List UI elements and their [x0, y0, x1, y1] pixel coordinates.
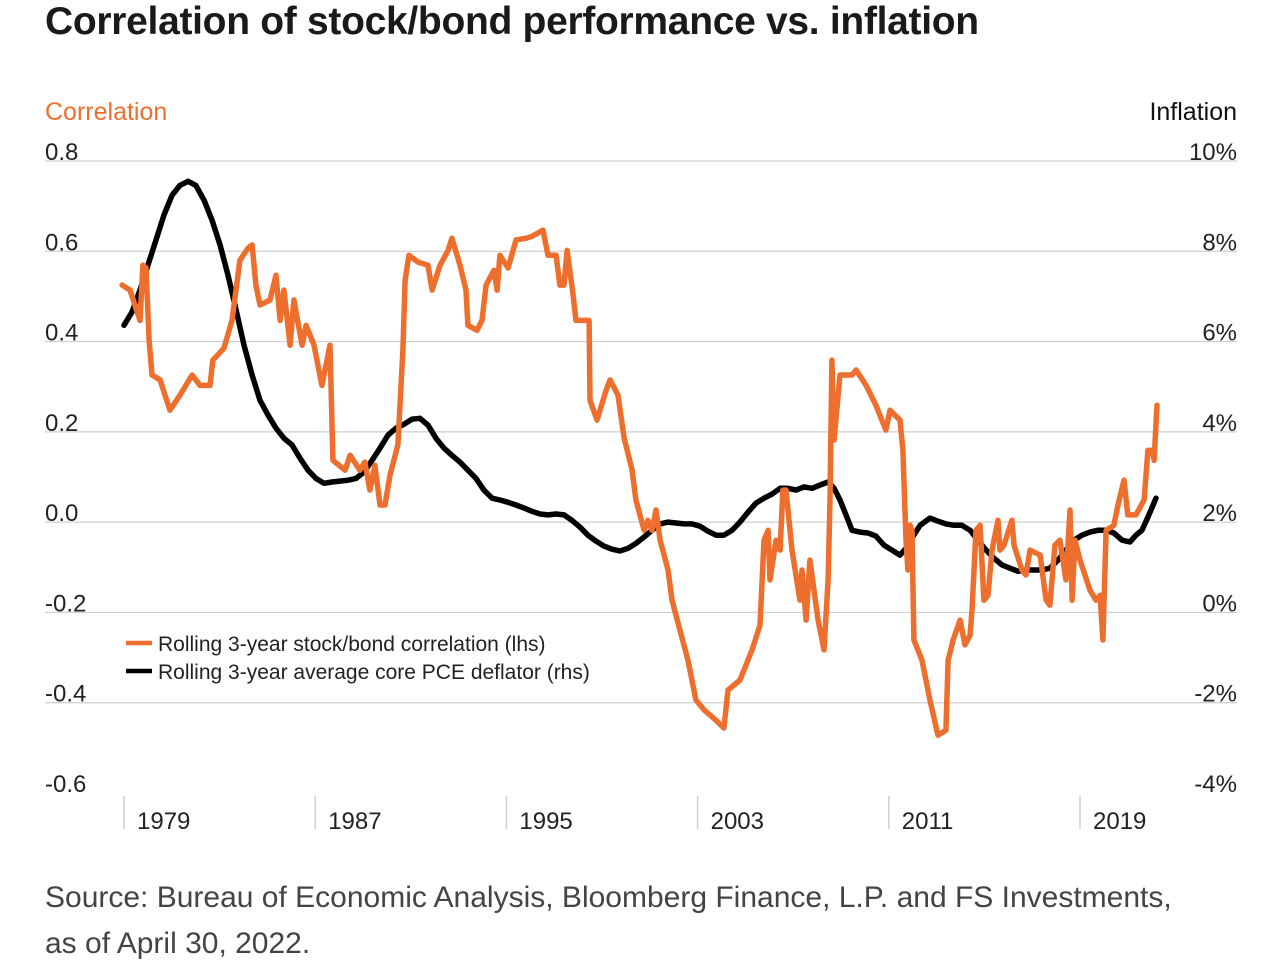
right-tick-label: 10%: [1189, 139, 1237, 166]
right-tick-label: 8%: [1202, 229, 1237, 256]
right-tick-label: 6%: [1202, 320, 1237, 347]
right-tick-label: 2%: [1202, 500, 1237, 527]
x-tick-label: 2011: [902, 808, 954, 835]
correlation-line: [119, 227, 1160, 738]
left-axis-title: Correlation: [45, 98, 168, 126]
left-tick-label: 0.8: [45, 139, 78, 166]
left-tick-label: 0.0: [45, 500, 78, 527]
inflation-line: [121, 178, 1159, 575]
right-tick-label: -2%: [1194, 681, 1237, 708]
x-tick-label: 1979: [137, 808, 190, 835]
x-tick-label: 2019: [1093, 808, 1146, 835]
left-tick-label: -0.2: [45, 590, 86, 617]
chart-title: Correlation of stock/bond performance vs…: [45, 0, 979, 43]
left-tick-label: 0.2: [45, 410, 78, 437]
x-tick-label: 1987: [328, 808, 381, 835]
left-tick-label: -0.4: [45, 681, 86, 708]
legend-label: Rolling 3-year stock/bond correlation (l…: [158, 633, 546, 656]
x-tick-label: 2003: [711, 808, 764, 835]
legend-label: Rolling 3-year average core PCE deflator…: [158, 661, 590, 684]
right-tick-label: 4%: [1202, 410, 1237, 437]
left-tick-label: 0.6: [45, 229, 78, 256]
left-tick-label: 0.4: [45, 320, 78, 347]
x-tick-label: 1995: [519, 808, 572, 835]
source-note: Source: Bureau of Economic Analysis, Blo…: [45, 881, 1172, 960]
right-tick-label: 0%: [1202, 590, 1237, 617]
left-tick-label: -0.6: [45, 771, 86, 798]
right-tick-label: -4%: [1194, 771, 1237, 798]
right-axis-title: Inflation: [1149, 98, 1237, 126]
